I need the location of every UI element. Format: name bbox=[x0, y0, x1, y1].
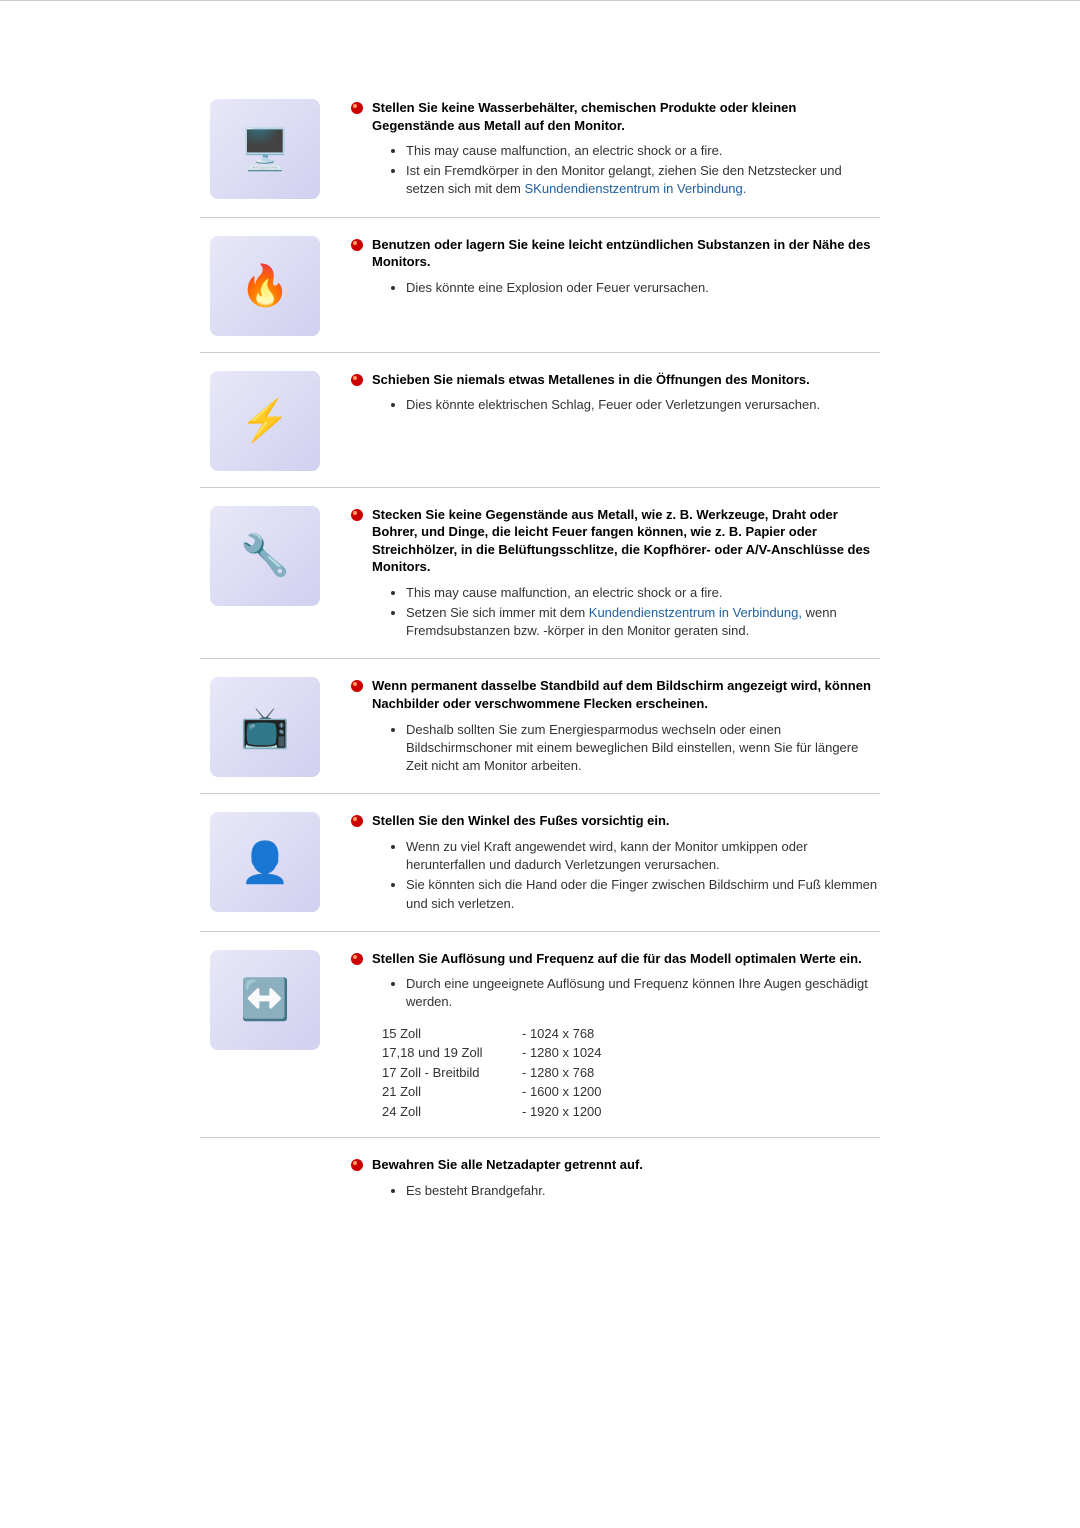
section-heading: Stellen Sie Auflösung und Frequenz auf d… bbox=[372, 950, 862, 968]
warning-bullet-icon bbox=[350, 238, 364, 252]
warning-bullet-icon bbox=[350, 1158, 364, 1172]
safety-section-1: 🖥️ Stellen Sie keine Wasserbehälter, che… bbox=[200, 81, 880, 218]
icon-column: ↔️ bbox=[200, 950, 330, 1121]
content-column: Stellen Sie den Winkel des Fußes vorsich… bbox=[350, 812, 880, 914]
heading-row: Bewahren Sie alle Netzadapter getrennt a… bbox=[350, 1156, 880, 1174]
resolution-row: 21 Zoll- 1600 x 1200 bbox=[382, 1082, 880, 1102]
warning-illustration: ↔️ bbox=[210, 950, 320, 1050]
heading-row: Stellen Sie den Winkel des Fußes vorsich… bbox=[350, 812, 880, 830]
document-container: 🖥️ Stellen Sie keine Wasserbehälter, che… bbox=[0, 0, 1080, 1278]
content-column: Stecken Sie keine Gegenstände aus Metall… bbox=[350, 506, 880, 643]
resolution-row: 24 Zoll- 1920 x 1200 bbox=[382, 1102, 880, 1122]
detail-list: This may cause malfunction, an electric … bbox=[406, 142, 880, 199]
resolution-row: 15 Zoll- 1024 x 768 bbox=[382, 1024, 880, 1044]
warning-bullet-icon bbox=[350, 952, 364, 966]
detail-list: Es besteht Brandgefahr. bbox=[406, 1182, 880, 1200]
icon-column: 🖥️ bbox=[200, 99, 330, 201]
section-heading: Bewahren Sie alle Netzadapter getrennt a… bbox=[372, 1156, 643, 1174]
warning-illustration: 📺 bbox=[210, 677, 320, 777]
resolution-row: 17,18 und 19 Zoll- 1280 x 1024 bbox=[382, 1043, 880, 1063]
resolution-row: 17 Zoll - Breitbild- 1280 x 768 bbox=[382, 1063, 880, 1083]
service-center-link[interactable]: SKundendienstzentrum in Verbindung. bbox=[525, 181, 747, 196]
detail-item: Durch eine ungeeignete Auflösung und Fre… bbox=[406, 975, 880, 1011]
detail-item: Es besteht Brandgefahr. bbox=[406, 1182, 880, 1200]
detail-item: This may cause malfunction, an electric … bbox=[406, 142, 880, 160]
icon-column: 📺 bbox=[200, 677, 330, 777]
heading-row: Stecken Sie keine Gegenstände aus Metall… bbox=[350, 506, 880, 576]
detail-item: Deshalb sollten Sie zum Energiesparmodus… bbox=[406, 721, 880, 776]
detail-item: Dies könnte elektrischen Schlag, Feuer o… bbox=[406, 396, 880, 414]
warning-illustration: ⚡ bbox=[210, 371, 320, 471]
heading-row: Stellen Sie Auflösung und Frequenz auf d… bbox=[350, 950, 880, 968]
detail-item: Setzen Sie sich immer mit dem Kundendien… bbox=[406, 604, 880, 640]
detail-item: Ist ein Fremdkörper in den Monitor gelan… bbox=[406, 162, 880, 198]
icon-column: 🔥 bbox=[200, 236, 330, 336]
icon-column bbox=[200, 1156, 330, 1202]
safety-section-5: 📺 Wenn permanent dasselbe Standbild auf … bbox=[200, 659, 880, 794]
section-heading: Wenn permanent dasselbe Standbild auf de… bbox=[372, 677, 880, 712]
service-center-link[interactable]: Kundendienstzentrum in Verbindung, bbox=[589, 605, 802, 620]
warning-bullet-icon bbox=[350, 508, 364, 522]
icon-column: 🔧 bbox=[200, 506, 330, 643]
detail-list: Dies könnte elektrischen Schlag, Feuer o… bbox=[406, 396, 880, 414]
heading-row: Benutzen oder lagern Sie keine leicht en… bbox=[350, 236, 880, 271]
detail-list: Durch eine ungeeignete Auflösung und Fre… bbox=[406, 975, 880, 1011]
safety-section-6: 👤 Stellen Sie den Winkel des Fußes vorsi… bbox=[200, 794, 880, 931]
heading-row: Stellen Sie keine Wasserbehälter, chemis… bbox=[350, 99, 880, 134]
content-column: Stellen Sie keine Wasserbehälter, chemis… bbox=[350, 99, 880, 201]
resolution-table: 15 Zoll- 1024 x 768 17,18 und 19 Zoll- 1… bbox=[382, 1024, 880, 1122]
icon-column: ⚡ bbox=[200, 371, 330, 471]
content-column: Schieben Sie niemals etwas Metallenes in… bbox=[350, 371, 880, 471]
content-column: Wenn permanent dasselbe Standbild auf de… bbox=[350, 677, 880, 777]
detail-list: Deshalb sollten Sie zum Energiesparmodus… bbox=[406, 721, 880, 776]
detail-item: Wenn zu viel Kraft angewendet wird, kann… bbox=[406, 838, 880, 874]
warning-bullet-icon bbox=[350, 373, 364, 387]
detail-list: This may cause malfunction, an electric … bbox=[406, 584, 880, 641]
safety-section-3: ⚡ Schieben Sie niemals etwas Metallenes … bbox=[200, 353, 880, 488]
section-heading: Stellen Sie keine Wasserbehälter, chemis… bbox=[372, 99, 880, 134]
content-column: Benutzen oder lagern Sie keine leicht en… bbox=[350, 236, 880, 336]
detail-item: Sie könnten sich die Hand oder die Finge… bbox=[406, 876, 880, 912]
heading-row: Wenn permanent dasselbe Standbild auf de… bbox=[350, 677, 880, 712]
warning-bullet-icon bbox=[350, 679, 364, 693]
warning-illustration: 🔥 bbox=[210, 236, 320, 336]
section-heading: Benutzen oder lagern Sie keine leicht en… bbox=[372, 236, 880, 271]
safety-section-4: 🔧 Stecken Sie keine Gegenstände aus Meta… bbox=[200, 488, 880, 660]
heading-row: Schieben Sie niemals etwas Metallenes in… bbox=[350, 371, 880, 389]
safety-section-2: 🔥 Benutzen oder lagern Sie keine leicht … bbox=[200, 218, 880, 353]
detail-item: This may cause malfunction, an electric … bbox=[406, 584, 880, 602]
content-column: Bewahren Sie alle Netzadapter getrennt a… bbox=[350, 1156, 880, 1202]
section-heading: Stellen Sie den Winkel des Fußes vorsich… bbox=[372, 812, 670, 830]
detail-list: Dies könnte eine Explosion oder Feuer ve… bbox=[406, 279, 880, 297]
safety-section-7: ↔️ Stellen Sie Auflösung und Frequenz au… bbox=[200, 932, 880, 1138]
warning-illustration: 🔧 bbox=[210, 506, 320, 606]
detail-list: Wenn zu viel Kraft angewendet wird, kann… bbox=[406, 838, 880, 913]
warning-bullet-icon bbox=[350, 101, 364, 115]
content-column: Stellen Sie Auflösung und Frequenz auf d… bbox=[350, 950, 880, 1121]
warning-bullet-icon bbox=[350, 814, 364, 828]
icon-column: 👤 bbox=[200, 812, 330, 914]
section-heading: Schieben Sie niemals etwas Metallenes in… bbox=[372, 371, 810, 389]
section-heading: Stecken Sie keine Gegenstände aus Metall… bbox=[372, 506, 880, 576]
detail-item: Dies könnte eine Explosion oder Feuer ve… bbox=[406, 279, 880, 297]
safety-section-8: Bewahren Sie alle Netzadapter getrennt a… bbox=[200, 1138, 880, 1218]
warning-illustration: 👤 bbox=[210, 812, 320, 912]
warning-illustration: 🖥️ bbox=[210, 99, 320, 199]
